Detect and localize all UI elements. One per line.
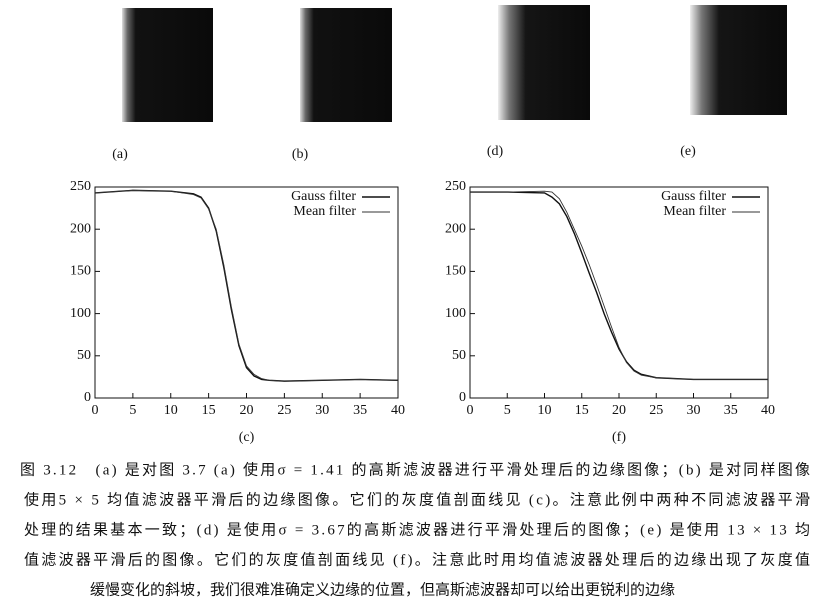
y-tick-label: 200 [70,221,91,236]
caption-line: 处理的结果基本一致；(d) 是使用σ = 3.67的高斯滤波器进行平滑处理后的图… [24,521,810,538]
y-tick-label: 150 [445,264,466,279]
legend-label: Gauss filter [661,189,726,204]
image-label: (d) [487,144,504,159]
y-tick-label: 100 [445,306,466,321]
caption-line: 图 3.12 (a) 是对图 3.7 (a) 使用σ = 1.41 的高斯滤波器… [20,461,810,478]
image-b [300,8,392,122]
x-tick-label: 40 [761,403,775,418]
x-tick-label: 20 [612,403,626,418]
x-tick-label: 30 [315,403,329,418]
y-tick-label: 50 [452,348,466,363]
y-tick-label: 0 [84,390,91,405]
x-tick-label: 15 [575,403,589,418]
y-tick-label: 150 [70,264,91,279]
x-tick-label: 5 [129,403,136,418]
y-tick-label: 250 [445,179,466,194]
chart-title: (f) [612,430,626,445]
chart-title: (c) [239,430,255,445]
x-tick-label: 20 [240,403,254,418]
x-tick-label: 10 [164,403,178,418]
legend-label: Mean filter [293,204,356,219]
x-tick-label: 30 [687,403,701,418]
x-tick-label: 5 [504,403,511,418]
x-tick-label: 15 [202,403,216,418]
image-a [122,8,213,122]
x-tick-label: 25 [277,403,291,418]
caption-line: 缓慢变化的斜坡，我们很难准确定义边缘的位置，但高斯滤波器却可以给出更锐利的边缘 [90,581,675,598]
image-e [690,5,787,115]
y-tick-label: 200 [445,221,466,236]
x-tick-label: 25 [649,403,663,418]
series-line [470,191,768,381]
caption-line: 值滤波器平滑后的图像。它们的灰度值剖面线见 (f)。注意此时用均值滤波器处理后的… [24,550,810,568]
x-tick-label: 40 [391,403,405,418]
image-label: (b) [292,147,309,162]
y-tick-label: 50 [77,348,91,363]
x-tick-label: 35 [353,403,367,418]
image-d [498,5,590,120]
x-tick-label: 0 [467,403,474,418]
x-tick-label: 35 [724,403,738,418]
legend-label: Mean filter [663,204,726,219]
legend-label: Gauss filter [291,189,356,204]
y-tick-label: 0 [459,390,466,405]
y-tick-label: 100 [70,306,91,321]
y-tick-label: 250 [70,179,91,194]
series-line [470,190,768,380]
x-tick-label: 10 [538,403,552,418]
series-line [94,189,399,382]
image-label: (e) [680,144,696,159]
caption-line: 使用5 × 5 均值滤波器平滑后的边缘图像。它们的灰度值剖面线见 (c)。注意此… [24,490,810,508]
image-label: (a) [112,147,128,162]
x-tick-label: 0 [92,403,99,418]
